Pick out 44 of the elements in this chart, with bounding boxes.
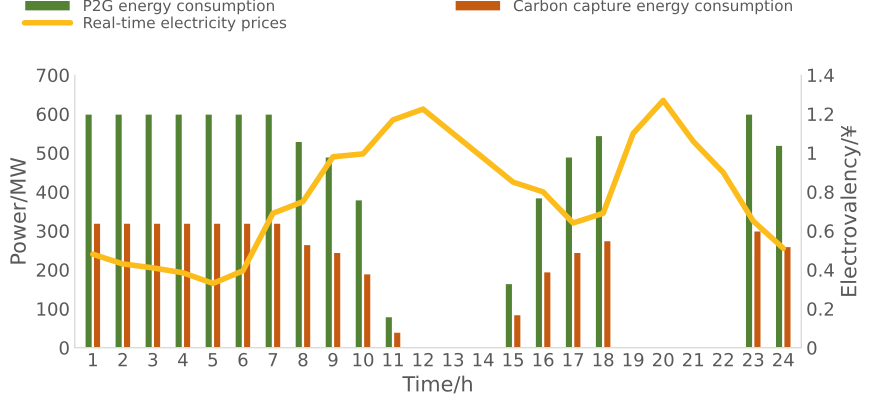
y2-tick-label: 1 (808, 146, 816, 160)
x-tick-label: 18 (594, 352, 614, 367)
x-tick-label: 24 (773, 352, 794, 366)
x-tick-label: 13 (444, 352, 464, 367)
x-tick-label: 9 (328, 352, 338, 367)
y2-tick-label: 1.4 (808, 68, 834, 82)
x-tick-label: 10 (353, 352, 374, 367)
x-tick-label: 16 (534, 352, 554, 367)
x-tick-label: 4 (178, 353, 188, 366)
x-axis-title: Time/h (402, 376, 472, 394)
y-tick-label: 700 (36, 68, 69, 82)
y2-tick-label: 0.6 (807, 224, 834, 238)
y-tick-label: 600 (36, 107, 69, 122)
y2-tick-label: 0 (807, 341, 816, 355)
x-tick-label: 2 (118, 352, 127, 366)
x-tick-label: 3 (148, 352, 158, 367)
y-tick-label: 0 (60, 341, 69, 355)
x-tick-label: 21 (683, 352, 704, 366)
x-tick-label: 15 (504, 353, 523, 367)
y-axis-title: Power/MW (10, 158, 28, 264)
y2-tick-label: 0.4 (807, 263, 834, 277)
y-tick-label: 200 (36, 263, 69, 277)
x-tick-label: 8 (298, 352, 308, 367)
y2-tick-label: 1.2 (808, 107, 834, 121)
y-tick-label: 500 (36, 146, 69, 160)
x-tick-label: 12 (414, 352, 433, 366)
x-tick-label: 5 (208, 353, 218, 367)
y2-tick-label: 0.8 (807, 185, 834, 199)
x-tick-label: 14 (474, 353, 494, 366)
x-tick-label: 19 (624, 352, 644, 367)
legend-label: Real-time electricity prices (84, 16, 286, 32)
x-tick-label: 6 (238, 352, 248, 367)
x-tick-label: 17 (564, 353, 584, 366)
x-tick-label: 23 (743, 352, 764, 367)
y2-axis-title: Electrovalency/¥ (840, 126, 861, 296)
x-tick-label: 22 (713, 352, 733, 366)
y-tick-label: 300 (36, 224, 69, 238)
x-tick-label: 7 (268, 353, 278, 366)
x-tick-label: 20 (653, 352, 674, 367)
y-tick-label: 400 (36, 185, 69, 199)
y2-tick-label: 0.2 (807, 302, 834, 316)
x-tick-label: 1 (89, 353, 97, 366)
x-tick-label: 11 (384, 353, 403, 366)
y-tick-label: 100 (37, 302, 69, 316)
